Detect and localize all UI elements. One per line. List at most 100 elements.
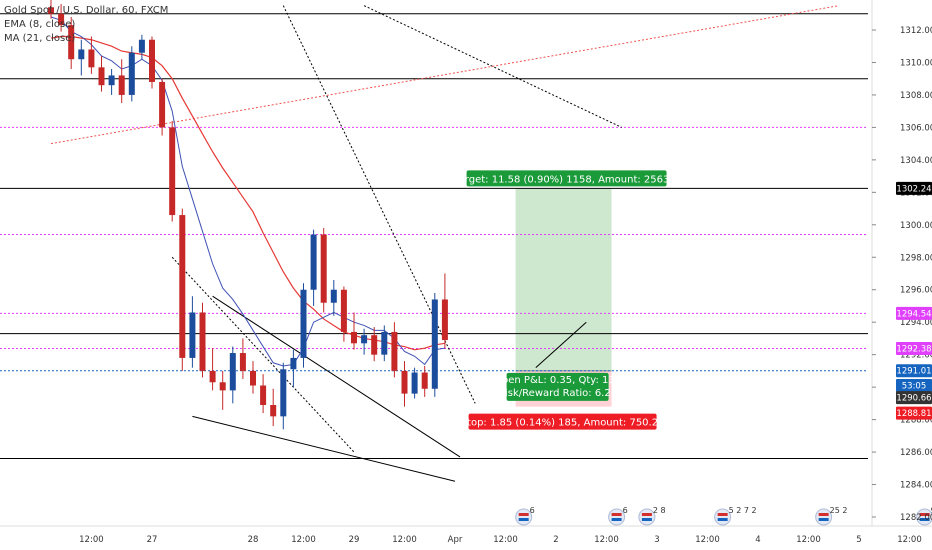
candle-body[interactable] <box>229 353 236 391</box>
event-marker-4[interactable]: 25 2 <box>815 506 848 526</box>
event-marker-3[interactable]: 5 2 7 2 <box>714 506 757 526</box>
event-flag-stripe <box>818 513 829 516</box>
candle-body[interactable] <box>88 49 95 68</box>
ema-legend[interactable]: EMA (8, close) <box>4 19 76 30</box>
candle-body[interactable] <box>98 67 105 86</box>
stop-label-box[interactable] <box>468 413 657 430</box>
ema-8-line[interactable] <box>50 16 445 367</box>
trendline-2[interactable] <box>171 256 355 453</box>
price-tag-4[interactable]: 53:05 <box>896 379 932 393</box>
x-tick-label: 12:00 <box>897 535 922 545</box>
trendline-5[interactable] <box>50 5 839 145</box>
candle-body[interactable] <box>290 357 297 370</box>
price-tag-label: 1288.81 <box>896 409 931 419</box>
candles <box>48 0 448 430</box>
candle-body[interactable] <box>108 75 115 86</box>
candle-body[interactable] <box>118 75 125 95</box>
event-marker-0[interactable]: 6 <box>515 506 535 526</box>
x-tick-label: 12:00 <box>493 535 518 545</box>
stop-label-group[interactable]: Stop: 1.85 (0.14%) 185, Amount: 750.25 <box>461 413 665 430</box>
y-tick-label: 1286.00 <box>900 448 932 458</box>
candle-body[interactable] <box>219 382 226 391</box>
moving-averages <box>50 16 445 367</box>
candle-body[interactable] <box>361 335 368 344</box>
price-tag-box[interactable] <box>896 406 932 420</box>
price-tag-box[interactable] <box>896 379 932 393</box>
candle-body[interactable] <box>330 289 337 303</box>
event-markers: 6 6 2 8 5 2 7 2 25 2 9 <box>515 506 932 526</box>
trendline-3[interactable] <box>192 415 456 482</box>
trendline-6[interactable] <box>535 321 587 369</box>
candle-body[interactable] <box>260 385 267 405</box>
event-count: 5 2 7 2 <box>729 506 757 515</box>
candle-body[interactable] <box>138 39 145 53</box>
event-marker-5[interactable]: 9 <box>916 506 932 526</box>
candle-body[interactable] <box>239 353 246 371</box>
price-tag-box[interactable] <box>896 181 932 195</box>
event-flag-stripe <box>641 513 652 516</box>
candle-body[interactable] <box>48 7 54 14</box>
ma-legend[interactable]: MA (21, close) <box>4 33 76 44</box>
candle-body[interactable] <box>441 299 448 341</box>
event-marker-1[interactable]: 6 <box>608 506 628 526</box>
event-flag-stripe <box>919 518 930 521</box>
candle-body[interactable] <box>310 234 317 290</box>
candle-body[interactable] <box>371 335 378 355</box>
candle-body[interactable] <box>179 215 186 358</box>
y-tick-label: 1284.00 <box>900 481 932 491</box>
target-label-box[interactable] <box>466 170 667 187</box>
x-tick-label: 2 <box>553 535 558 545</box>
x-axis: 12:00 27 28 12:00 29 12:00 Apr 12:00 2 12:00 3 12:0… <box>79 535 922 545</box>
price-tag-1[interactable]: 1294.54 <box>896 306 932 320</box>
price-tag-box[interactable] <box>896 306 932 320</box>
candle-body[interactable] <box>431 299 438 389</box>
candle-body[interactable] <box>270 404 277 417</box>
candle-body[interactable] <box>300 289 307 358</box>
candle-body[interactable] <box>250 370 256 386</box>
candle-body[interactable] <box>189 312 196 358</box>
candle-body[interactable] <box>169 127 176 216</box>
candle-body[interactable] <box>401 370 408 394</box>
price-tag-5[interactable]: 1290.66 <box>896 391 932 405</box>
pnl-label: Open P&L: 0.35, Qty: 135 <box>494 375 621 386</box>
target-label: Target: 11.58 (0.90%) 1158, Amount: 2563… <box>453 174 679 185</box>
candle-body[interactable] <box>351 331 357 344</box>
candle-body[interactable] <box>199 312 206 371</box>
candle-body[interactable] <box>411 372 418 394</box>
pnl-box[interactable] <box>506 372 609 401</box>
trendline-0[interactable] <box>282 5 476 404</box>
ma-21-line[interactable] <box>50 35 445 351</box>
candle-body[interactable] <box>159 81 166 128</box>
target-label-group[interactable]: Target: 11.58 (0.90%) 1158, Amount: 2563… <box>453 170 679 187</box>
price-tag-0[interactable]: 1302.24 <box>896 181 932 195</box>
candle-body[interactable] <box>391 331 398 371</box>
pnl-group[interactable]: Open P&L: 0.35, Qty: 135 Risk/Reward Rati… <box>494 372 621 401</box>
symbol-label[interactable]: Gold Spot / U.S. Dollar, 60, FXCM <box>4 5 169 16</box>
trendline-1[interactable] <box>363 5 622 128</box>
candle-body[interactable] <box>149 39 155 82</box>
price-tag-box[interactable] <box>896 391 932 405</box>
candle-body[interactable] <box>68 25 75 60</box>
candle-body[interactable] <box>128 52 135 95</box>
trendline-4[interactable] <box>212 295 461 458</box>
price-tag-box[interactable] <box>896 364 932 378</box>
candle-body[interactable] <box>340 289 347 332</box>
target-zone[interactable] <box>515 188 612 371</box>
candle-body[interactable] <box>381 331 388 355</box>
candle-body[interactable] <box>209 370 216 383</box>
price-tag-3[interactable]: 1291.01 <box>896 364 932 378</box>
candle-body[interactable] <box>320 234 327 303</box>
price-tag-box[interactable] <box>896 341 932 355</box>
candle-body[interactable] <box>421 372 428 389</box>
price-tag-6[interactable]: 1288.81 <box>896 406 932 420</box>
price-tag-label: 1294.54 <box>896 309 931 319</box>
event-count: 6 <box>530 506 535 515</box>
candle-body[interactable] <box>78 49 85 60</box>
candle-body[interactable] <box>58 13 65 26</box>
event-marker-2[interactable]: 2 8 <box>638 506 666 526</box>
rr-label: Risk/Reward Ratio: 6.26 <box>498 388 617 399</box>
price-tag-2[interactable]: 1292.38 <box>896 341 932 355</box>
x-tick-label: 5 <box>856 535 861 545</box>
candle-body[interactable] <box>280 369 287 417</box>
